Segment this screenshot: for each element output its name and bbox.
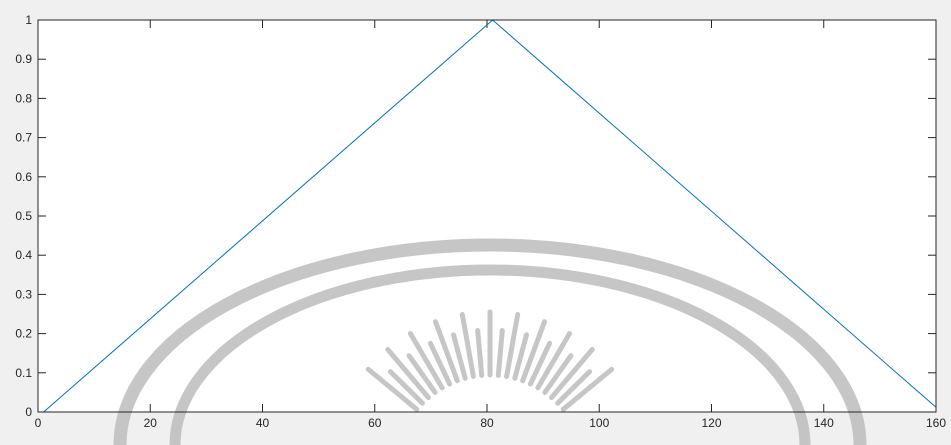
seal-ray — [527, 340, 553, 387]
x-tick-label: 40 — [256, 416, 270, 430]
seal-ray — [459, 311, 476, 379]
seal-ray — [406, 353, 438, 395]
x-tick-label: 80 — [480, 416, 494, 430]
y-tick-label: 0.5 — [15, 209, 32, 223]
y-tick-label: 1 — [25, 13, 32, 27]
seal-ray — [542, 353, 574, 395]
y-tick-label: 0 — [25, 405, 32, 419]
y-tick-label: 0.7 — [15, 131, 32, 145]
seal-ray — [451, 332, 468, 381]
seal-outer-arc — [113, 238, 867, 445]
seal-ray — [407, 331, 445, 391]
y-tick-label: 0.8 — [15, 91, 32, 105]
seal-ray — [560, 366, 615, 412]
seal-ray — [555, 369, 593, 406]
seal-ray — [512, 332, 529, 381]
y-tick-label: 0.6 — [15, 170, 32, 184]
seal-rays — [365, 309, 615, 412]
seal-inner-arc — [169, 264, 811, 445]
x-tick-label: 140 — [814, 416, 834, 430]
y-tick-label: 0.2 — [15, 327, 32, 341]
x-tick-label: 160 — [926, 416, 946, 430]
axes-background — [38, 20, 936, 412]
seal-ray — [495, 328, 505, 378]
axes-box — [37, 19, 937, 413]
seal-ray — [387, 369, 425, 406]
seal-ray — [520, 319, 547, 384]
x-tick-label: 60 — [368, 416, 382, 430]
x-tick-labels: 0 20 40 60 80 100 120 140 160 — [35, 416, 947, 430]
x-tick-label: 100 — [589, 416, 609, 430]
seal-ray — [475, 328, 485, 378]
seal-ray — [427, 340, 453, 387]
seal-ray — [433, 319, 460, 384]
seal-ray — [504, 311, 521, 379]
seal-ray — [549, 347, 595, 401]
seal-ray — [535, 331, 573, 391]
y-tick-label: 0.1 — [15, 366, 32, 380]
x-tick-label: 20 — [144, 416, 158, 430]
y-tick-label: 0.3 — [15, 287, 32, 301]
x-tick-label: 120 — [701, 416, 721, 430]
y-tick-labels: 0 0.1 0.2 0.3 0.4 0.5 0.6 0.7 0.8 0.9 1 — [15, 13, 32, 419]
y-tick-label: 0.9 — [15, 52, 32, 66]
y-tick-label: 0.4 — [15, 248, 32, 262]
seal-ray — [385, 347, 431, 401]
x-tick-label: 0 — [35, 416, 42, 430]
seal-ray — [365, 366, 420, 412]
university-seal-watermark-icon — [113, 238, 867, 445]
